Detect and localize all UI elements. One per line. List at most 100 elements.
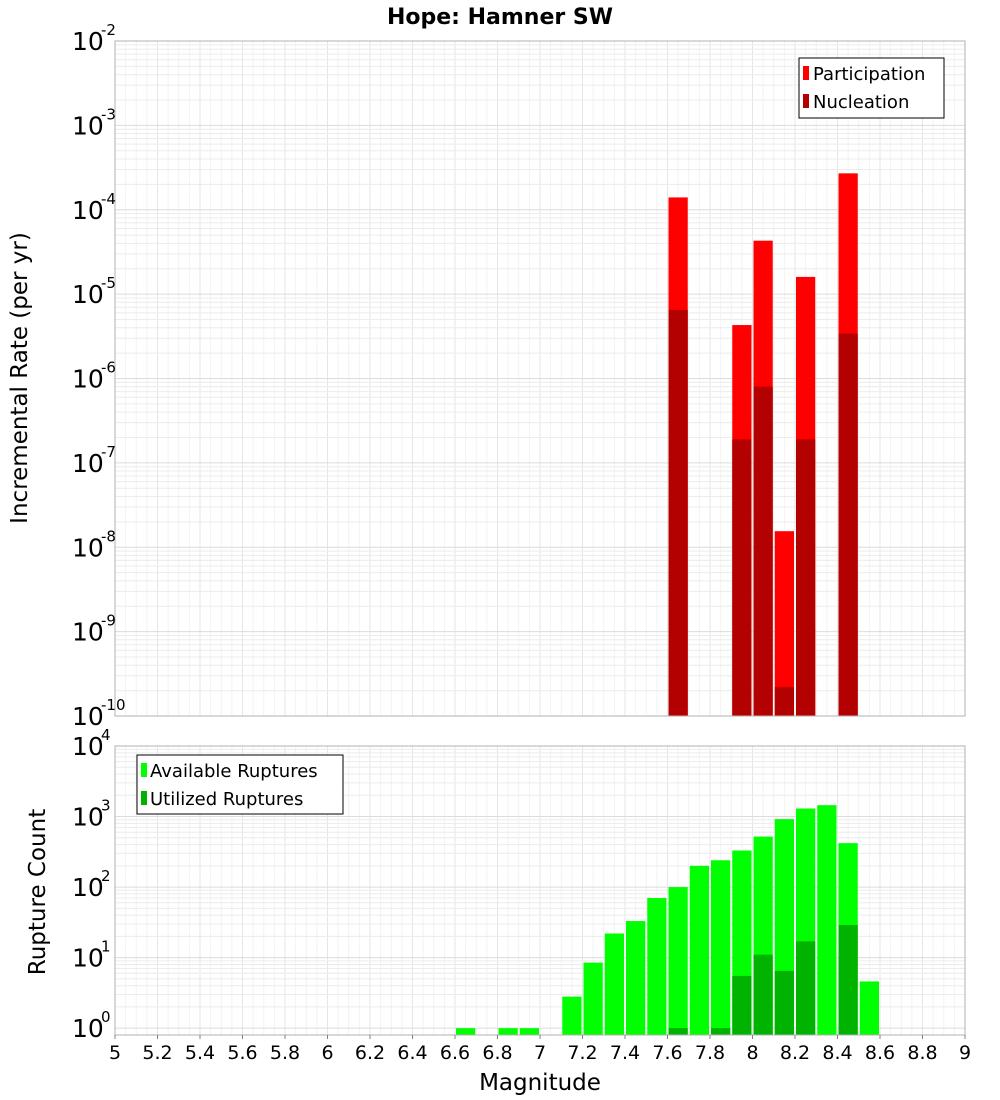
- y-tick-exponent: 3: [101, 797, 111, 815]
- bar-nucleation: [774, 687, 794, 716]
- y-tick-exponent: 0: [101, 1008, 111, 1026]
- bar-available-ruptures: [647, 898, 667, 1035]
- count-bars: [456, 805, 879, 1035]
- x-tick-label: 7.6: [652, 1042, 682, 1064]
- y-tick-exponent: -5: [101, 274, 116, 292]
- rate-plot-border: [114, 40, 966, 717]
- utilized-legend-swatch: [141, 791, 147, 805]
- x-tick-label: 5.6: [227, 1042, 257, 1064]
- y-tick-exponent: -6: [101, 359, 116, 377]
- chart-title: Hope: Hamner SW: [387, 5, 613, 30]
- x-tick-label: 6.8: [482, 1042, 512, 1064]
- nucleation-legend-label: Nucleation: [813, 92, 909, 113]
- y-tick-exponent: -9: [101, 612, 116, 630]
- bar-utilized-ruptures: [774, 970, 794, 1035]
- y-tick-label: 10: [72, 365, 104, 394]
- y-tick-label: 10: [72, 27, 104, 56]
- bar-available-ruptures: [456, 1028, 476, 1035]
- bar-available-ruptures: [626, 921, 646, 1035]
- bar-available-ruptures: [689, 865, 709, 1035]
- count-legend-box: [136, 754, 344, 815]
- rate-gridlines: [114, 41, 966, 717]
- bar-available-ruptures: [498, 1028, 518, 1035]
- bar-available-ruptures: [604, 933, 624, 1035]
- y-tick-label: 10: [72, 1014, 104, 1043]
- x-tick-label: 8.6: [865, 1042, 895, 1064]
- utilized-legend-label: Utilized Ruptures: [150, 789, 303, 810]
- bar-nucleation: [732, 439, 752, 716]
- x-tick-label: 7.2: [567, 1042, 597, 1064]
- x-tick-label: 5.4: [185, 1042, 215, 1064]
- x-axis-label: Magnitude: [479, 1070, 601, 1096]
- participation-legend-swatch: [803, 66, 809, 80]
- rate-legend-box: [798, 57, 945, 119]
- rate-y-axis-label: Incremental Rate (per yr): [7, 232, 33, 524]
- bar-available-ruptures: [711, 860, 731, 1035]
- count-legend: Available Ruptures Utilized Ruptures: [136, 754, 344, 815]
- y-tick-exponent: -3: [101, 105, 116, 123]
- bar-available-ruptures: [817, 805, 837, 1035]
- bar-available-ruptures: [668, 887, 688, 1035]
- nucleation-legend-swatch: [803, 94, 809, 108]
- x-tick-label: 7: [534, 1042, 546, 1064]
- y-tick-label: 10: [72, 732, 104, 761]
- y-tick-label: 10: [72, 618, 104, 647]
- bar-participation: [774, 531, 794, 716]
- bar-utilized-ruptures: [711, 1028, 731, 1035]
- y-tick-exponent: -2: [101, 21, 116, 39]
- x-tick-label: 7.8: [695, 1042, 725, 1064]
- bar-nucleation: [796, 439, 816, 716]
- rate-bars: [668, 173, 858, 717]
- bar-utilized-ruptures: [838, 925, 858, 1035]
- bar-available-ruptures: [859, 981, 879, 1035]
- bar-nucleation: [753, 386, 773, 716]
- bar-utilized-ruptures: [668, 1028, 688, 1035]
- x-tick-label: 7.4: [610, 1042, 640, 1064]
- y-tick-label: 10: [72, 533, 104, 562]
- bar-available-ruptures: [583, 962, 603, 1035]
- y-tick-exponent: 1: [101, 938, 111, 956]
- bar-nucleation: [838, 333, 858, 716]
- bar-nucleation: [668, 309, 688, 716]
- y-tick-exponent: -7: [101, 443, 116, 461]
- y-tick-exponent: -10: [101, 696, 126, 714]
- x-tick-label: 5.2: [142, 1042, 172, 1064]
- x-tick-label: 8.8: [907, 1042, 937, 1064]
- x-tick-label: 8: [746, 1042, 758, 1064]
- x-tick-label: 8.4: [822, 1042, 852, 1064]
- bar-available-ruptures: [519, 1028, 539, 1035]
- bar-utilized-ruptures: [753, 954, 773, 1035]
- count-y-axis-label: Rupture Count: [25, 809, 51, 975]
- y-tick-label: 10: [72, 803, 104, 832]
- bar-utilized-ruptures: [796, 941, 816, 1035]
- x-tick-label: 5.8: [270, 1042, 300, 1064]
- bar-available-ruptures: [562, 996, 582, 1035]
- x-tick-label: 6.2: [355, 1042, 385, 1064]
- bar-utilized-ruptures: [732, 975, 752, 1035]
- magnitude-x-ticks: 5 5.2 5.4 5.6 5.8 6 6.2 6.4 6.6 6.8 7 7.2 7.4 7.6 7.8 8…: [109, 1035, 971, 1064]
- y-tick-label: 10: [72, 280, 104, 309]
- x-tick-label: 6.4: [397, 1042, 427, 1064]
- y-tick-label: 10: [72, 196, 104, 225]
- x-tick-label: 6.6: [440, 1042, 470, 1064]
- x-tick-label: 5: [109, 1042, 121, 1064]
- y-tick-exponent: 2: [101, 867, 111, 885]
- x-tick-label: 6: [321, 1042, 333, 1064]
- available-legend-label: Available Ruptures: [150, 761, 318, 782]
- y-tick-label: 10: [72, 702, 104, 731]
- rate-legend: Participation Nucleation: [798, 57, 945, 119]
- y-tick-label: 10: [72, 873, 104, 902]
- x-tick-label: 9: [959, 1042, 971, 1064]
- y-tick-label: 10: [72, 111, 104, 140]
- available-legend-swatch: [141, 763, 147, 777]
- y-tick-exponent: -4: [101, 190, 116, 208]
- x-tick-label: 8.2: [780, 1042, 810, 1064]
- y-tick-label: 10: [72, 449, 104, 478]
- participation-legend-label: Participation: [813, 64, 925, 85]
- y-tick-exponent: -8: [101, 527, 116, 545]
